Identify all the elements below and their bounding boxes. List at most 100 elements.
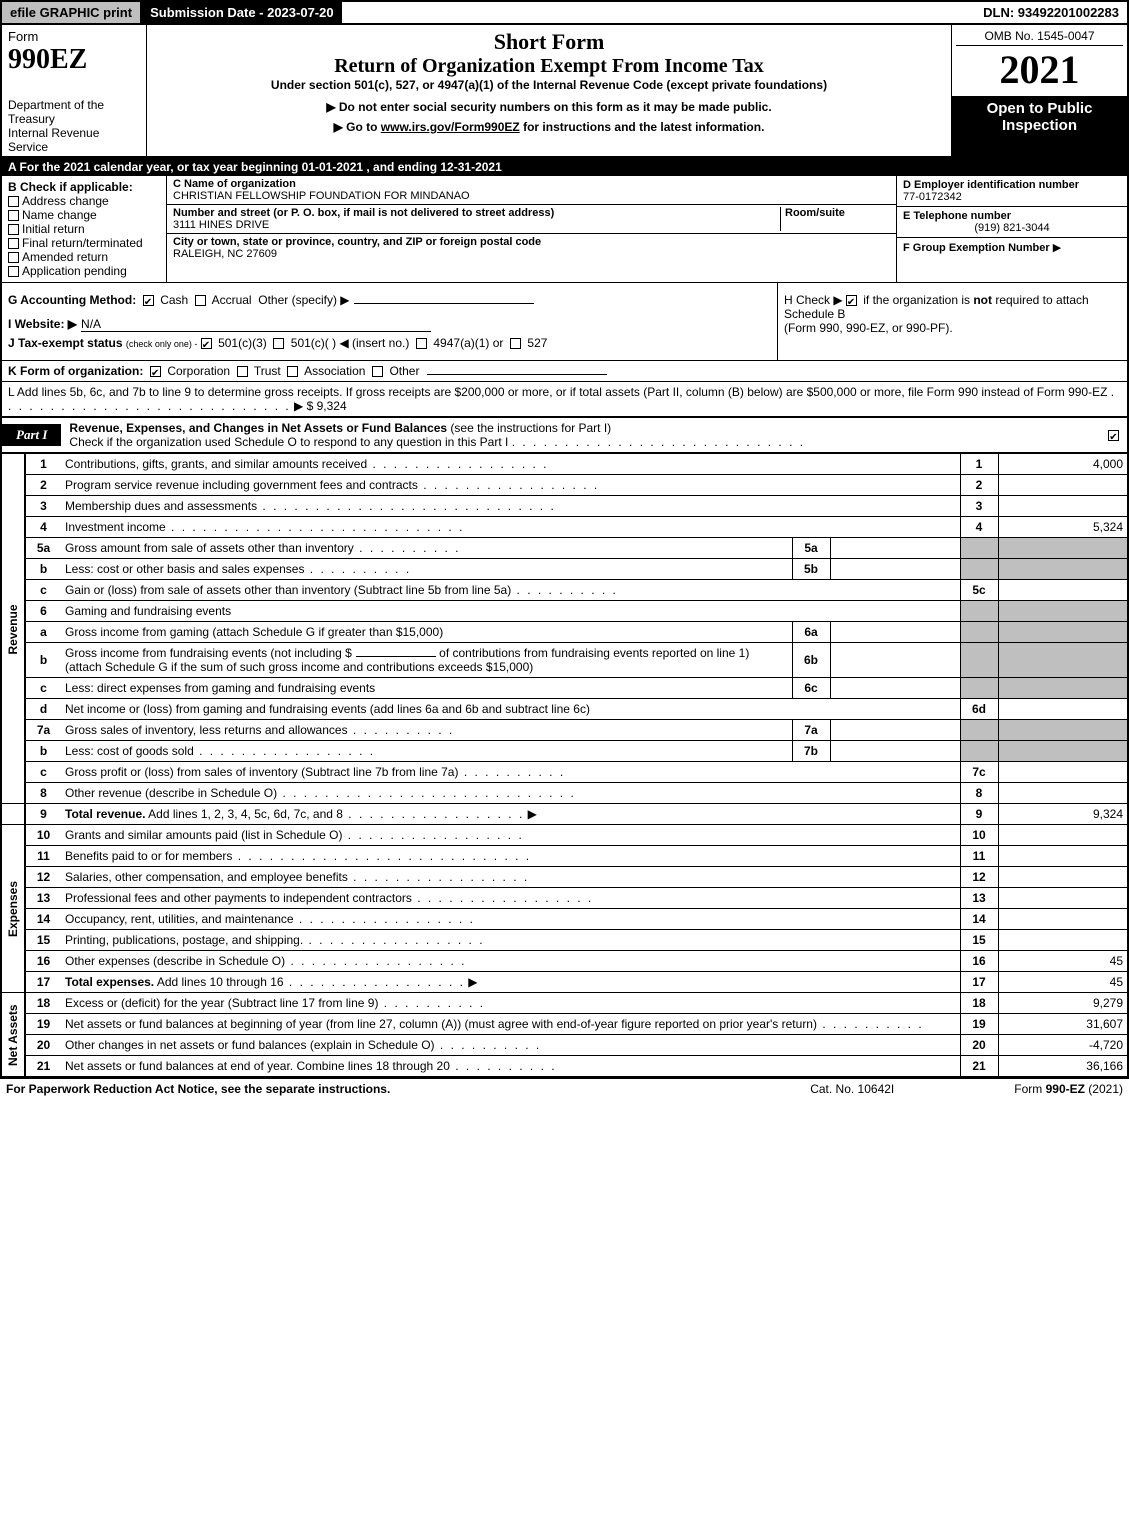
opt-4947: 4947(a)(1) or xyxy=(433,336,503,350)
checkbox-527[interactable] xyxy=(510,338,521,349)
line-5b-desc: Less: cost or other basis and sales expe… xyxy=(65,562,304,576)
line-17-val: 45 xyxy=(998,972,1128,993)
gray-cell xyxy=(960,538,998,559)
line-6d-desc: Net income or (loss) from gaming and fun… xyxy=(61,699,960,720)
gray-cell xyxy=(998,720,1128,741)
line-5a: 5a Gross amount from sale of assets othe… xyxy=(1,538,1128,559)
line-9-num: 9 xyxy=(25,804,61,825)
col-b-title: B Check if applicable: xyxy=(8,180,160,194)
i-label: I Website: ▶ xyxy=(8,317,77,331)
line-6c-subval xyxy=(830,678,960,699)
checkbox-trust[interactable] xyxy=(237,366,248,377)
cash-label: Cash xyxy=(160,293,188,307)
gray-cell xyxy=(960,622,998,643)
form-header: Form 990EZ Short Form Return of Organiza… xyxy=(0,25,1129,96)
line-17: 17 Total expenses. Add lines 10 through … xyxy=(1,972,1128,993)
line-10-col: 10 xyxy=(960,825,998,846)
row-gh: G Accounting Method: Cash Accrual Other … xyxy=(0,283,1129,361)
other-org-field[interactable] xyxy=(427,374,607,375)
efile-print-button[interactable]: efile GRAPHIC print xyxy=(2,2,142,23)
line-3-num: 3 xyxy=(25,496,61,517)
line-3-val xyxy=(998,496,1128,517)
opt-501c: 501(c)( ) ◀ (insert no.) xyxy=(291,336,410,350)
line-5b: b Less: cost or other basis and sales ex… xyxy=(1,559,1128,580)
expenses-label: Expenses xyxy=(1,825,25,993)
line-10-val xyxy=(998,825,1128,846)
checkbox-schedule-b[interactable] xyxy=(846,295,857,306)
line-21: 21 Net assets or fund balances at end of… xyxy=(1,1056,1128,1077)
line-11-val xyxy=(998,846,1128,867)
line-4-col: 4 xyxy=(960,517,998,538)
line-11-desc: Benefits paid to or for members xyxy=(65,849,232,863)
checkbox-final-return[interactable]: Final return/terminated xyxy=(8,236,160,250)
j-note: (check only one) - xyxy=(126,339,198,349)
col-b-checkboxes: B Check if applicable: Address change Na… xyxy=(2,176,167,282)
checkbox-cash[interactable] xyxy=(143,295,154,306)
checkbox-501c3[interactable] xyxy=(201,338,212,349)
line-5a-num: 5a xyxy=(25,538,61,559)
checkbox-corporation[interactable] xyxy=(150,366,161,377)
line-3: 3 Membership dues and assessments 3 xyxy=(1,496,1128,517)
line-7a-num: 7a xyxy=(25,720,61,741)
line-5a-sub: 5a xyxy=(792,538,830,559)
other-specify-field[interactable] xyxy=(354,303,534,304)
line-19-desc: Net assets or fund balances at beginning… xyxy=(65,1017,817,1031)
part-1-checkbox[interactable] xyxy=(1103,428,1127,442)
line-6a-sub: 6a xyxy=(792,622,830,643)
line-14-desc: Occupancy, rent, utilities, and maintena… xyxy=(65,912,294,926)
checkbox-name-change[interactable]: Name change xyxy=(8,208,160,222)
section-a-year: A For the 2021 calendar year, or tax yea… xyxy=(0,158,1129,176)
line-11-col: 11 xyxy=(960,846,998,867)
footer-left: For Paperwork Reduction Act Notice, see … xyxy=(6,1082,390,1096)
org-name-row: C Name of organization CHRISTIAN FELLOWS… xyxy=(167,176,896,205)
checkbox-4947[interactable] xyxy=(416,338,427,349)
line-7c-col: 7c xyxy=(960,762,998,783)
line-6b-subval xyxy=(830,643,960,678)
checkbox-address-change[interactable]: Address change xyxy=(8,194,160,208)
checkbox-initial-return[interactable]: Initial return xyxy=(8,222,160,236)
line-7c-num: c xyxy=(25,762,61,783)
accrual-label: Accrual xyxy=(212,293,252,307)
line-12-desc: Salaries, other compensation, and employ… xyxy=(65,870,348,884)
checkbox-association[interactable] xyxy=(287,366,298,377)
line-5b-num: b xyxy=(25,559,61,580)
line-4-val: 5,324 xyxy=(998,517,1128,538)
line-1-col: 1 xyxy=(960,454,998,475)
return-title: Return of Organization Exempt From Incom… xyxy=(155,55,943,78)
line-11: 11 Benefits paid to or for members 11 xyxy=(1,846,1128,867)
checkbox-accrual[interactable] xyxy=(195,295,206,306)
street-row: Number and street (or P. O. box, if mail… xyxy=(167,205,896,234)
blank-side xyxy=(1,804,25,825)
opt-other-org: Other xyxy=(389,364,419,378)
gray-cell xyxy=(960,678,998,699)
opt-trust: Trust xyxy=(254,364,281,378)
ein-label: D Employer identification number xyxy=(903,179,1121,191)
line-12-col: 12 xyxy=(960,867,998,888)
contrib-amount-field[interactable] xyxy=(356,656,436,657)
line-3-col: 3 xyxy=(960,496,998,517)
line-16-val: 45 xyxy=(998,951,1128,972)
website-value: N/A xyxy=(81,317,431,332)
checkbox-application-pending[interactable]: Application pending xyxy=(8,264,160,278)
line-21-col: 21 xyxy=(960,1056,998,1077)
part-1-header: Part I Revenue, Expenses, and Changes in… xyxy=(0,417,1129,454)
line-8-col: 8 xyxy=(960,783,998,804)
irs-link[interactable]: www.irs.gov/Form990EZ xyxy=(381,120,520,134)
line-8-val xyxy=(998,783,1128,804)
row-j-tax-status: J Tax-exempt status (check only one) - 5… xyxy=(8,336,771,350)
line-20-desc: Other changes in net assets or fund bala… xyxy=(65,1038,435,1052)
under-section: Under section 501(c), 527, or 4947(a)(1)… xyxy=(155,78,943,92)
checkbox-amended-return[interactable]: Amended return xyxy=(8,250,160,264)
line-10: Expenses 10 Grants and similar amounts p… xyxy=(1,825,1128,846)
line-6c: c Less: direct expenses from gaming and … xyxy=(1,678,1128,699)
line-7a-subval xyxy=(830,720,960,741)
checkbox-other-org[interactable] xyxy=(372,366,383,377)
omb-number: OMB No. 1545-0047 xyxy=(956,27,1123,46)
checkbox-501c[interactable] xyxy=(273,338,284,349)
line-5a-subval xyxy=(830,538,960,559)
line-5a-desc: Gross amount from sale of assets other t… xyxy=(65,541,354,555)
line-20-val: -4,720 xyxy=(998,1035,1128,1056)
line-3-desc: Membership dues and assessments xyxy=(65,499,257,513)
line-14: 14 Occupancy, rent, utilities, and maint… xyxy=(1,909,1128,930)
line-5c: c Gain or (loss) from sale of assets oth… xyxy=(1,580,1128,601)
